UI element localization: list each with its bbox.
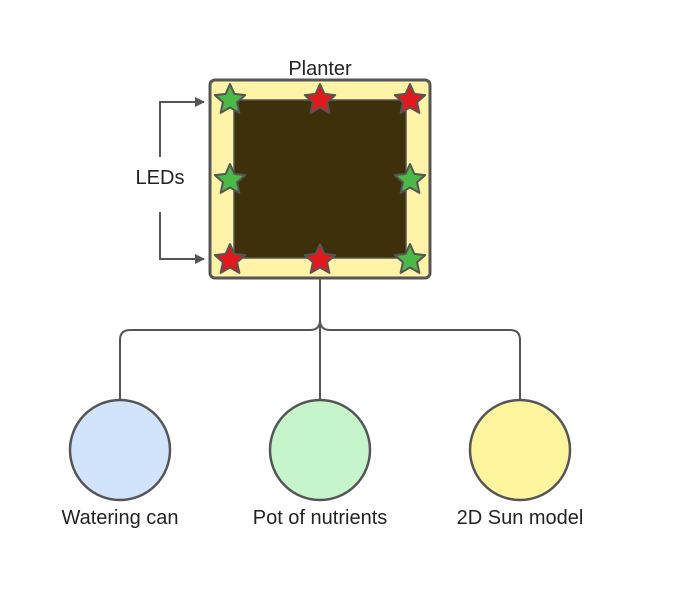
sun-model-node <box>468 398 572 502</box>
pot-of-nutrients-label: Pot of nutrients <box>252 507 388 529</box>
led-star-middle-left-green <box>213 163 247 194</box>
planter-label: Planter <box>288 58 352 80</box>
watering-can-node <box>68 398 172 502</box>
led-star-bottom-left-red <box>213 243 247 274</box>
leds-label: LEDs <box>135 167 185 189</box>
pot-of-nutrients-node <box>268 398 372 502</box>
planter-soil <box>233 99 407 259</box>
led-star-top-right-red <box>393 83 427 114</box>
sun-model-label: 2D Sun model <box>456 507 584 529</box>
led-star-top-middle-red <box>303 83 337 114</box>
led-stars <box>213 83 427 274</box>
connector-right <box>319 319 521 400</box>
leds-bracket-bottom <box>159 212 205 264</box>
led-star-bottom-right-green <box>393 243 427 274</box>
connector-trunk <box>119 278 321 400</box>
led-star-bottom-middle-red <box>303 243 337 274</box>
watering-can-label: Watering can <box>61 507 179 529</box>
led-star-middle-right-green <box>393 163 427 194</box>
led-star-top-left-green <box>213 83 247 114</box>
leds-bracket-top <box>159 97 205 157</box>
